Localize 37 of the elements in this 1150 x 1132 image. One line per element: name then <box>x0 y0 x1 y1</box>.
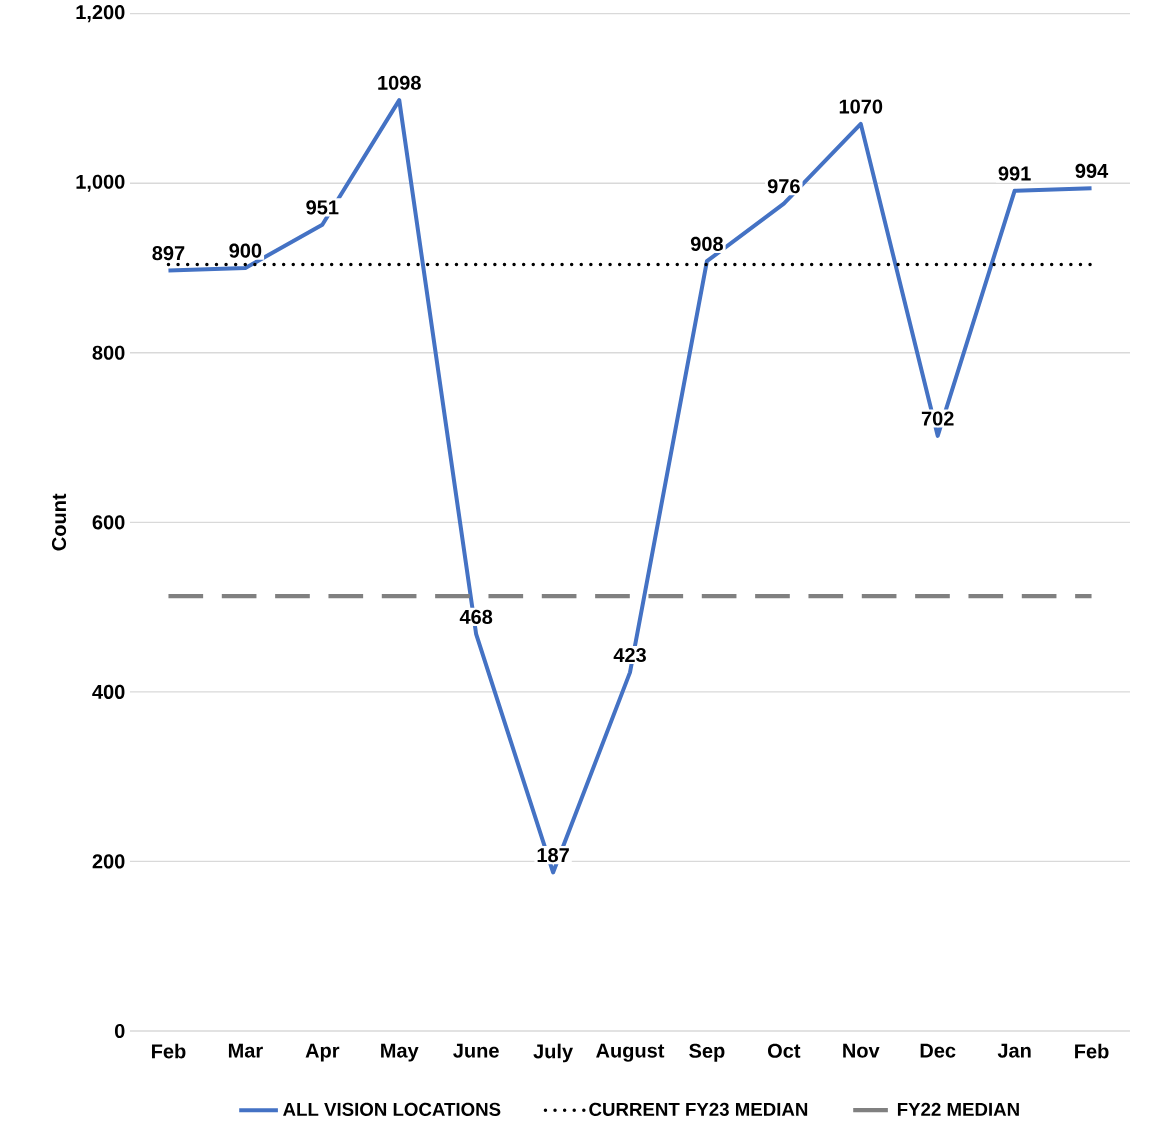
y-tick-label: 1,200 <box>76 5 125 23</box>
x-tick-label: Mar <box>228 1043 263 1058</box>
x-tick-label: Oct <box>768 1043 801 1058</box>
y-tick-label: 0 <box>114 1023 125 1039</box>
x-tick-label: Sep <box>689 1043 725 1062</box>
x-tick-label: June <box>453 1043 499 1058</box>
y-tick-label: 600 <box>92 515 125 530</box>
x-tick-label: Nov <box>843 1043 880 1058</box>
data-label: 423 <box>613 647 646 663</box>
x-tick-label: Feb <box>1075 1043 1109 1059</box>
data-label: 991 <box>998 166 1031 181</box>
data-label: 1070 <box>839 99 883 114</box>
y-tick-label: 1,000 <box>76 174 125 192</box>
x-tick-label: July <box>533 1043 573 1063</box>
data-label: 951 <box>306 200 339 215</box>
y-tick-label: 200 <box>92 854 125 869</box>
x-tick-label: Feb <box>152 1043 186 1059</box>
y-tick-label: 400 <box>92 684 125 699</box>
x-tick-label: Dec <box>920 1043 956 1058</box>
x-tick-label: Apr <box>305 1043 340 1062</box>
x-tick-label: May <box>381 1043 419 1062</box>
data-label: 994 <box>1075 163 1109 179</box>
x-tick-label: Jan <box>997 1043 1031 1058</box>
x-tick-label: August <box>596 1043 665 1062</box>
legend-label: CURRENT FY23 MEDIAN <box>589 1102 808 1116</box>
data-label: 1098 <box>378 75 421 90</box>
data-label: 908 <box>690 236 723 251</box>
data-label: 468 <box>459 609 493 624</box>
data-label: 187 <box>537 848 569 863</box>
data-label: 976 <box>767 179 800 194</box>
legend-label: FY22 MEDIAN <box>897 1102 1019 1116</box>
data-label: 900 <box>229 243 262 258</box>
y-axis-title: Count <box>51 493 67 551</box>
legend-label: ALL VISION LOCATIONS <box>283 1102 501 1116</box>
y-tick-label: 800 <box>92 345 125 360</box>
data-label: 702 <box>921 411 954 426</box>
data-label: 897 <box>152 246 185 261</box>
